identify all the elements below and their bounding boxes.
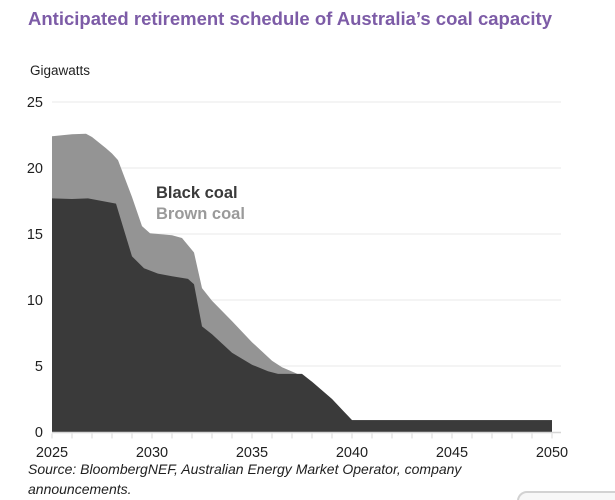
- chart-legend: Black coal Brown coal: [156, 183, 245, 225]
- x-tick-label-2040: 2040: [336, 445, 368, 461]
- x-tick-label-2035: 2035: [236, 445, 268, 461]
- x-tick-label-2030: 2030: [136, 445, 168, 461]
- y-tick-label-15: 15: [27, 227, 43, 243]
- legend-brown-coal-label: Brown coal: [156, 205, 245, 223]
- legend-black-coal-label: Black coal: [156, 184, 238, 202]
- y-tick-label-0: 0: [35, 425, 43, 441]
- x-tick-label-2025: 2025: [36, 445, 68, 461]
- page-title: Anticipated retirement schedule of Austr…: [28, 8, 552, 29]
- bottom-right-overlay-fragment: [517, 491, 615, 500]
- y-tick-label-25: 25: [27, 95, 43, 111]
- black-coal-area: [52, 198, 552, 432]
- x-tick-label-2050: 2050: [536, 445, 568, 461]
- source-note: Source: BloombergNEF, Australian Energy …: [28, 461, 462, 497]
- y-tick-label-5: 5: [35, 359, 43, 375]
- x-tick-label-2045: 2045: [436, 445, 468, 461]
- gigawatts-axis-unit-label: Gigawatts: [30, 63, 91, 78]
- y-tick-label-20: 20: [27, 161, 43, 177]
- y-tick-label-10: 10: [27, 293, 43, 309]
